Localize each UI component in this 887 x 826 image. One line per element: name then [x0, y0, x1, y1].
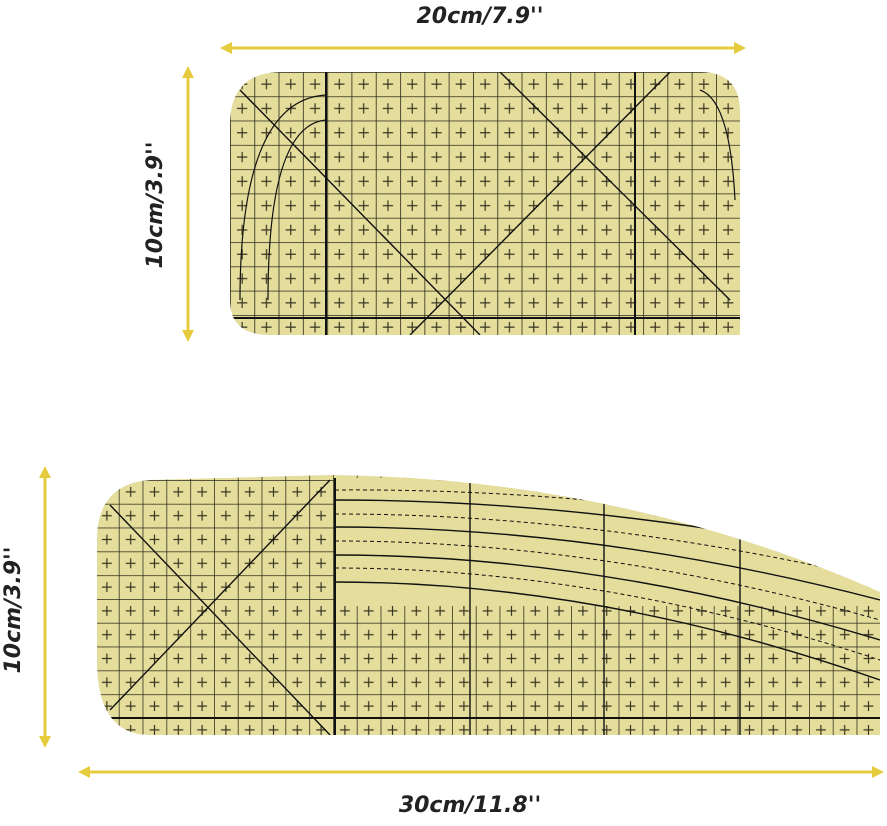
bottom-height-label: 10cm/3.9'': [1, 546, 26, 673]
small-ruler: [230, 72, 740, 335]
height-arrow-top: [182, 66, 194, 342]
width-arrow-top: [220, 42, 746, 54]
width-arrow-bottom: [78, 766, 884, 778]
large-ruler: [97, 475, 880, 735]
top-height-label: 10cm/3.9'': [143, 141, 168, 268]
height-arrow-bottom: [39, 466, 51, 748]
top-width-label: 20cm/7.9'': [416, 4, 543, 29]
bottom-width-label: 30cm/11.8'': [399, 793, 541, 818]
